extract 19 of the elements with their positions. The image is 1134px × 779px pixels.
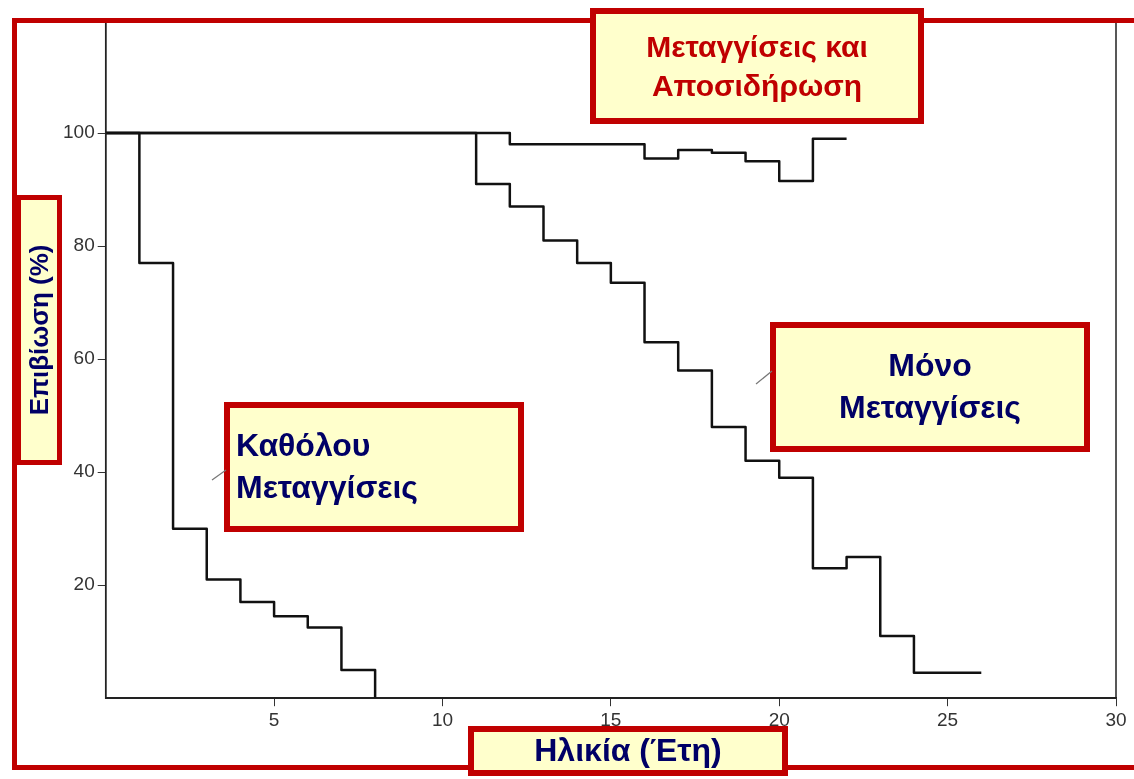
series-label: Καθόλου Μεταγγίσεις [236, 426, 419, 507]
y-tick-label: 40 [73, 460, 95, 482]
callout-box: Ηλικία (Έτη) [468, 726, 788, 776]
y-tick-label: 80 [73, 234, 95, 256]
callout-box: Επιβίωση (%) [16, 195, 62, 465]
x-tick-label: 25 [937, 708, 959, 730]
callout-box: Μόνο Μεταγγίσεις [770, 322, 1090, 452]
y-tick-label: 100 [63, 121, 95, 143]
series-label: Μεταγγίσεις και Αποσιδήρωση [645, 29, 869, 104]
x-tick-label: 10 [431, 708, 454, 730]
x-tick-label: 30 [1105, 708, 1127, 730]
y-tick-label: 20 [73, 573, 95, 595]
callout-box: Καθόλου Μεταγγίσεις [224, 402, 524, 532]
x-tick-label: 5 [268, 708, 280, 730]
series-label: Μόνο Μεταγγίσεις [838, 346, 1022, 427]
y-axis-title: Επιβίωση (%) [22, 244, 55, 416]
x-axis-title: Ηλικία (Έτη) [534, 731, 722, 771]
y-tick-label: 60 [73, 347, 95, 369]
callout-box: Μεταγγίσεις και Αποσιδήρωση [590, 8, 924, 124]
